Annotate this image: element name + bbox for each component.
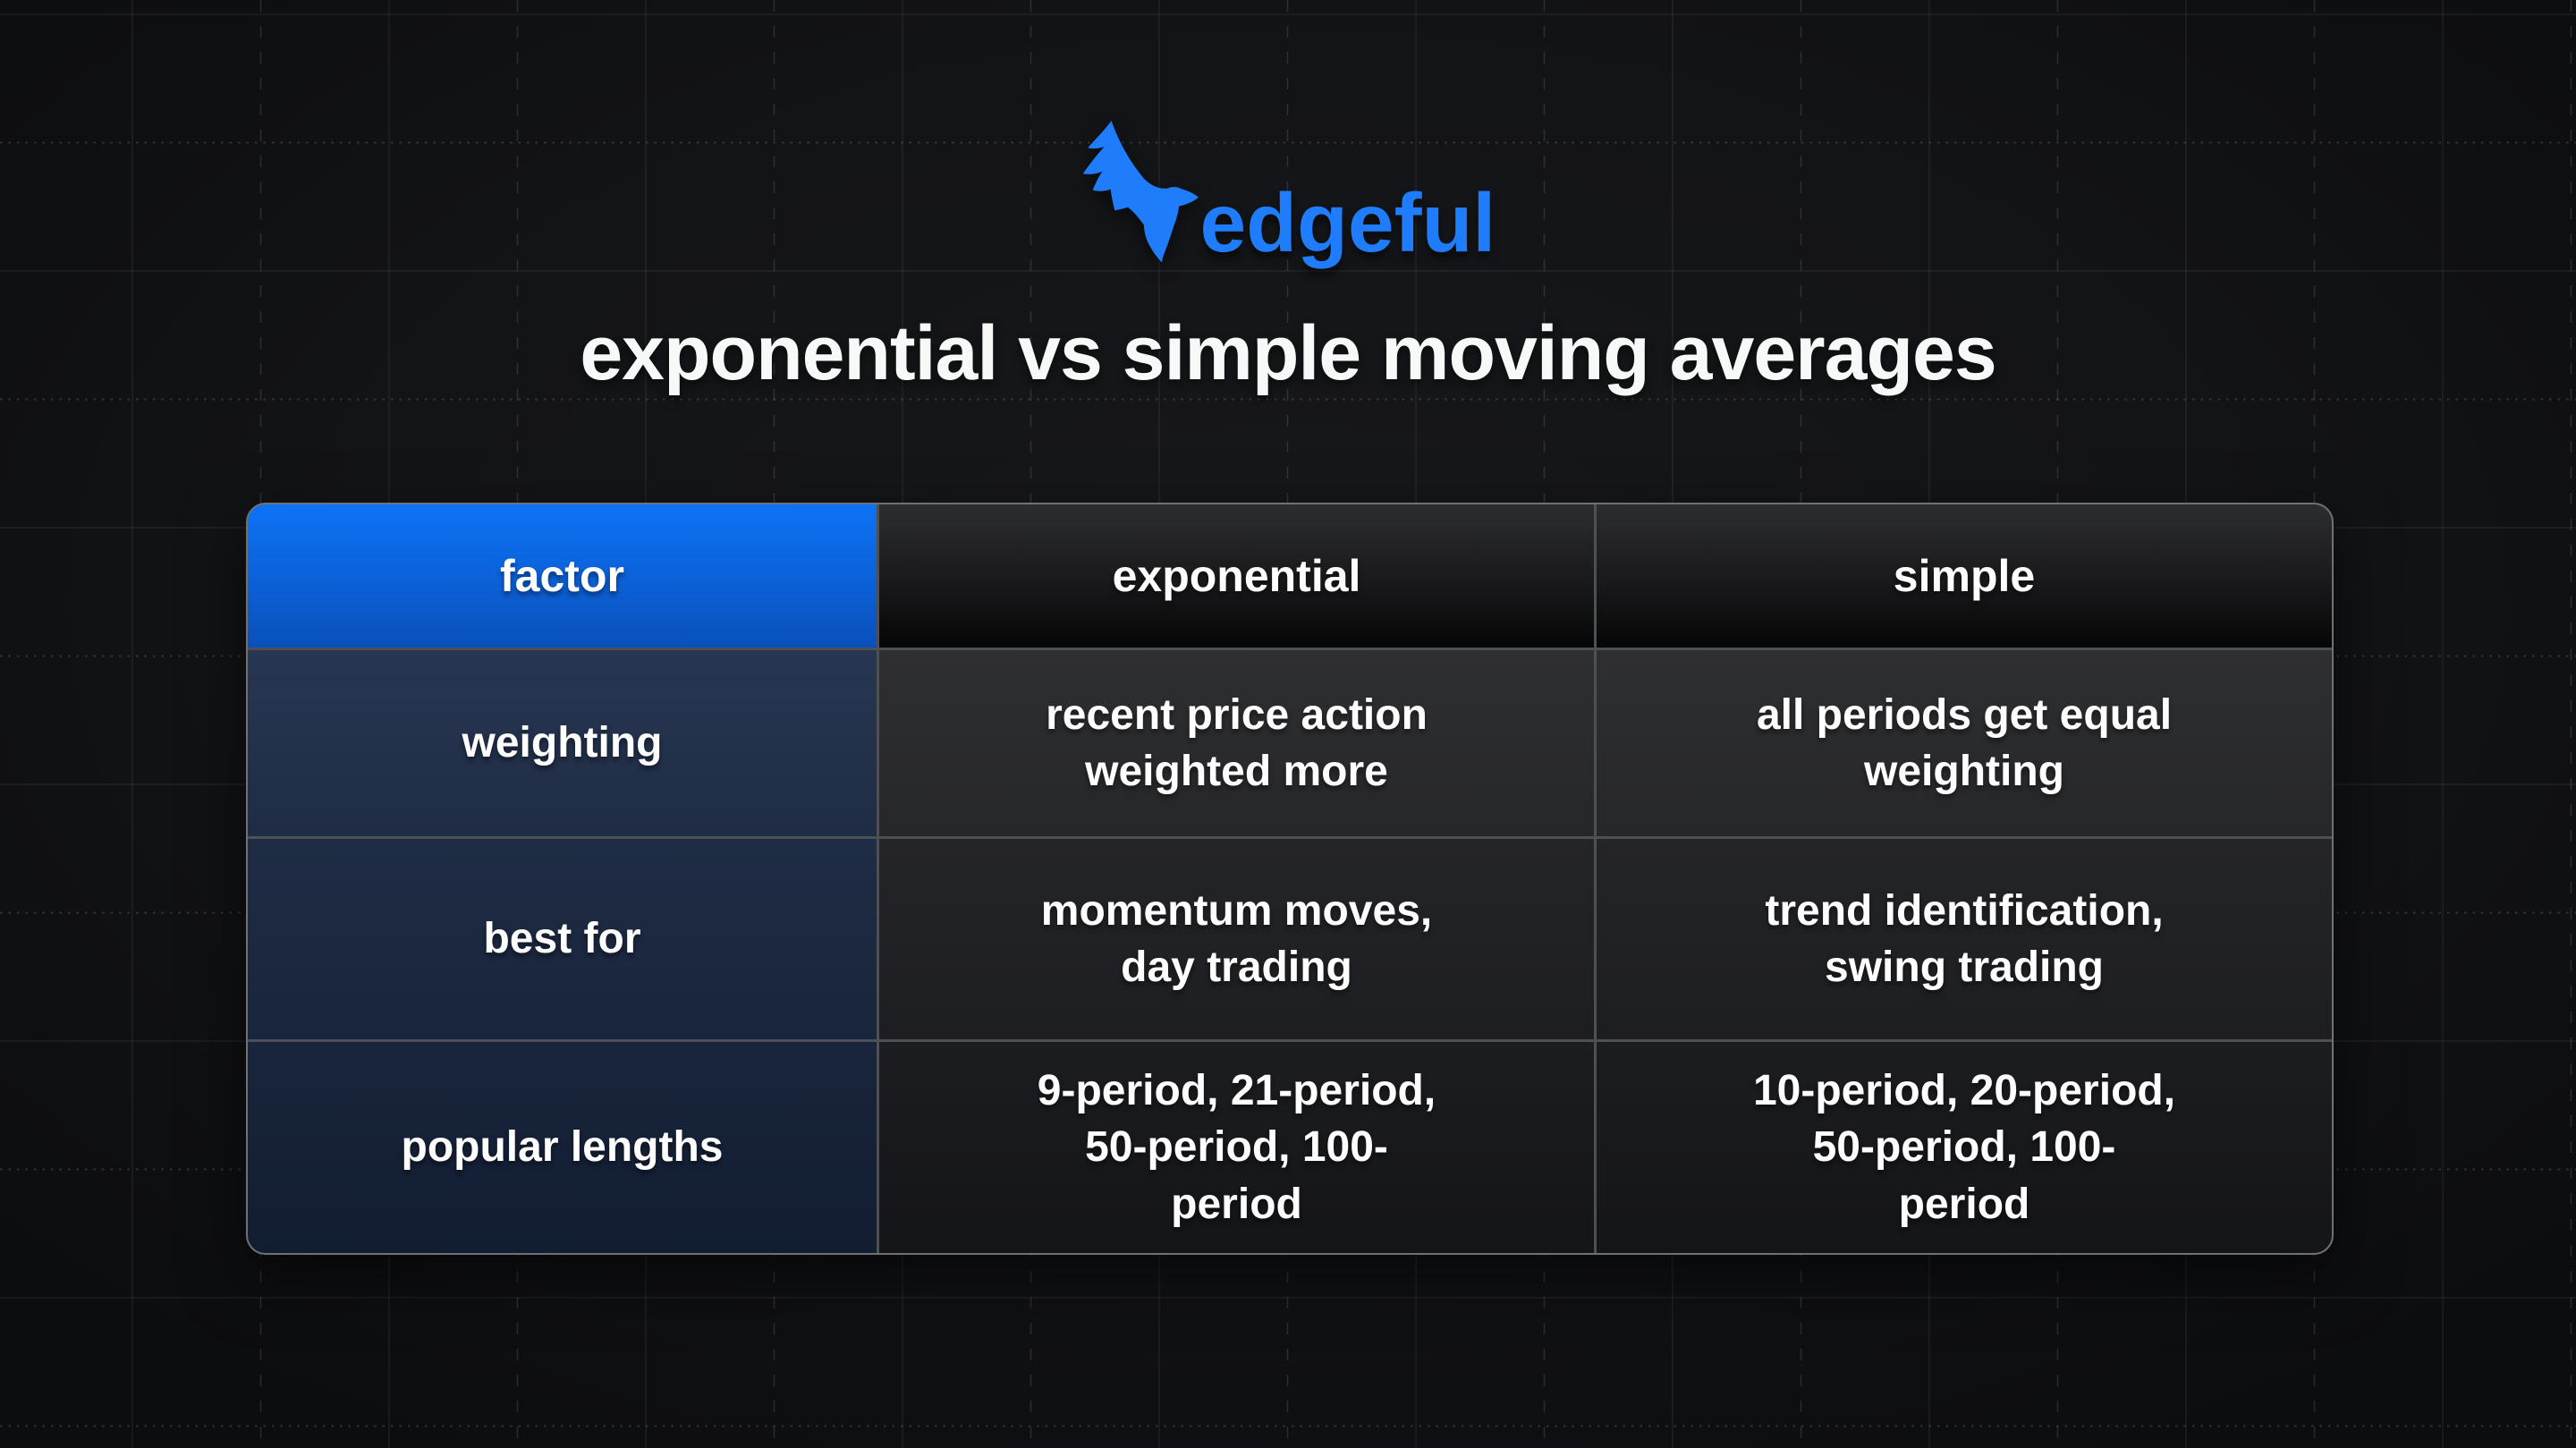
header-cell-exponential: exponential <box>879 504 1594 648</box>
header-cell-simple: simple <box>1597 504 2332 648</box>
cell-weighting-exponential: recent price action weighted more <box>879 650 1594 836</box>
page-title: exponential vs simple moving averages <box>580 310 1996 396</box>
row-label-best-for: best for <box>248 839 877 1039</box>
comparison-table: factor exponential simple weighting rece… <box>246 503 2334 1255</box>
cell-best-for-simple: trend identification, swing trading <box>1597 839 2332 1039</box>
header-cell-factor: factor <box>248 504 877 648</box>
cell-best-for-exponential: momentum moves, day trading <box>879 839 1594 1039</box>
row-label-popular-lengths: popular lengths <box>248 1042 877 1253</box>
cell-popular-lengths-exponential: 9-period, 21-period, 50-period, 100- per… <box>879 1042 1594 1253</box>
edgeful-falcon-icon <box>1082 121 1199 263</box>
row-label-weighting: weighting <box>248 650 877 836</box>
brand-logo: edgeful <box>0 104 2576 267</box>
brand-name: edgeful <box>1199 176 1496 270</box>
cell-weighting-simple: all periods get equal weighting <box>1597 650 2332 836</box>
cell-popular-lengths-simple: 10-period, 20-period, 50-period, 100- pe… <box>1597 1042 2332 1253</box>
